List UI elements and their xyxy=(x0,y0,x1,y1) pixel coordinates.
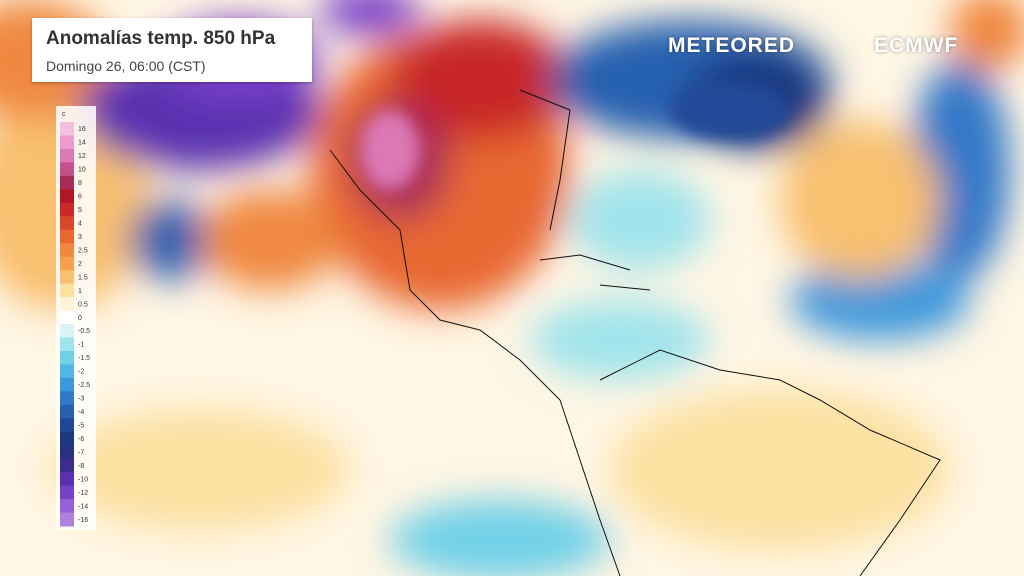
logo-ecmwf: ECMWF xyxy=(874,34,959,57)
logo-meteored: METEORED xyxy=(668,34,796,57)
title: Anomalías temp. 850 hPa xyxy=(46,28,276,49)
title-box: Anomalías temp. 850 hPa Domingo 26, 06:0… xyxy=(32,18,312,82)
coastlines xyxy=(329,89,941,576)
subtitle: Domingo 26, 06:00 (CST) xyxy=(46,58,206,74)
